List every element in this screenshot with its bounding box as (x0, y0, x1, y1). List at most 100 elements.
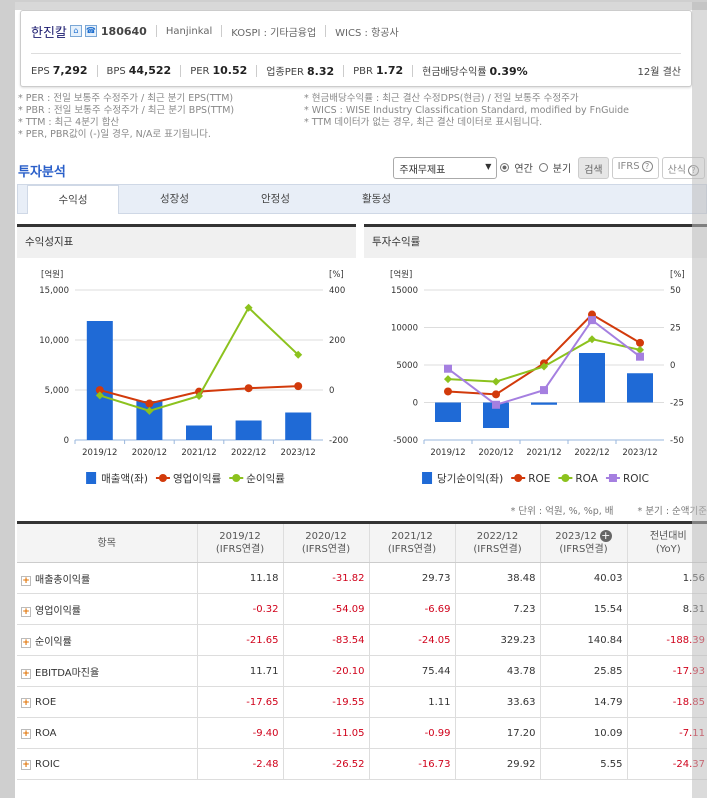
legend-label: ROIC (623, 473, 649, 485)
legend-label: 순이익률 (246, 473, 285, 485)
value-cell: -20.10 (282, 655, 369, 687)
legend-label: ROA (575, 473, 598, 485)
return-chart-panel: 투자수익률 [억원] [%] 15000 10000 5000 0 -5000 50 25 0 -2… (364, 224, 707, 492)
value-cell: -9.40 (196, 717, 283, 749)
annual-radio[interactable] (500, 163, 510, 172)
metric-0: EPS 7,292 (31, 64, 88, 77)
row-label: ROE (35, 696, 57, 708)
value-cell: 38.48 (454, 562, 540, 594)
row-label: 매출총이익률 (35, 574, 91, 586)
top-frame (15, 2, 692, 10)
statement-select[interactable]: 주재무제표 ▼ (393, 156, 498, 179)
header-label: 2020/12 (305, 531, 347, 542)
expand-row-icon[interactable]: + (21, 575, 31, 586)
value-cell: -7.11 (626, 717, 707, 749)
value-cell: 1.56 (626, 562, 707, 594)
data-point (588, 316, 596, 325)
chart-title: 수익성지표 (17, 224, 356, 258)
data-point (444, 387, 452, 396)
fiscal-year-end: 12월 결산 (637, 67, 681, 78)
y2-tick-label: 0 (329, 386, 334, 396)
data-point (636, 338, 644, 347)
value-cell: -16.73 (368, 748, 455, 780)
y2-tick-label: -200 (329, 436, 348, 446)
value-cell: -83.54 (282, 624, 369, 656)
x-tick-label: 2021/12 (526, 448, 561, 458)
value-cell: -21.65 (196, 624, 283, 656)
formula-button[interactable]: 산식? (661, 156, 705, 179)
series-line (447, 313, 641, 396)
table-row: + ROIC -2.48 -26.52 -16.73 29.92 5.55 -24.37 (17, 748, 707, 780)
value-cell: -188.39 (626, 624, 707, 656)
note: * WICS : WISE Industry Classification St… (304, 105, 630, 116)
profitability-table: 항목 2019/12 (IFRS연결) 2020/12 (IFRS연결) 2021/12 (… (17, 521, 707, 780)
table-row: + 순이익률 -21.65 -83.54 -24.05 329.23 140.84 -188.… (17, 624, 707, 656)
metric-label: BPS (106, 66, 126, 77)
metric-value: 44,522 (128, 64, 172, 77)
legend-marker (86, 472, 97, 484)
legend-label: ROE (528, 473, 550, 485)
tab-stability[interactable]: 안정성 (261, 193, 290, 205)
metric-value: 7,292 (52, 64, 88, 77)
metric-5: 현금배당수익률 0.39% (422, 63, 528, 78)
data-point (636, 345, 644, 354)
search-button[interactable]: 검색 (578, 156, 609, 179)
tab-growth[interactable]: 성장성 (160, 193, 189, 205)
formula-label: 산식 (667, 164, 686, 176)
data-point (145, 399, 154, 408)
quarter-radio[interactable] (538, 163, 548, 172)
value-cell: 5.55 (539, 748, 627, 780)
data-point (95, 391, 104, 400)
header-sub: (IFRS연결) (215, 544, 265, 555)
metric-label: PER (190, 66, 210, 77)
profitability-chart: [억원] [%] 15,000 10,000 5,000 0 400 200 0 -200 2019… (39, 269, 348, 485)
value-cell: 25.85 (539, 655, 627, 687)
note: * TTM : 최근 4분기 합산 (18, 117, 120, 128)
expand-row-icon[interactable]: + (21, 606, 31, 617)
value-cell: -24.37 (626, 748, 707, 780)
value-cell: -6.69 (368, 593, 455, 625)
y2-tick-label: -25 (670, 399, 684, 409)
value-cell: -26.52 (282, 748, 369, 780)
phone-icon[interactable]: ☎ (84, 25, 97, 37)
y-tick-label: -5000 (393, 436, 418, 446)
tab-activity[interactable]: 활동성 (362, 193, 391, 205)
data-point (540, 362, 548, 371)
column-header: 2022/12 (IFRS연결) (454, 521, 540, 563)
column-header: 2023/12 + (IFRS연결) (539, 521, 627, 563)
metric-label: 현금배당수익률 (422, 67, 487, 78)
row-label-cell: + 순이익률 (17, 624, 197, 656)
notes: * PER : 전일 보통주 수정주가 / 최근 분기 EPS(TTM) * 현금… (18, 93, 704, 141)
y-tick-label: 10,000 (39, 336, 69, 346)
table-row: + ROA -9.40 -11.05 -0.99 17.20 10.09 -7.11 (17, 717, 707, 749)
data-point (492, 377, 500, 386)
bar (627, 373, 653, 403)
home-icon[interactable]: ⌂ (69, 25, 82, 37)
bar (285, 412, 312, 440)
data-point (492, 390, 500, 399)
value-cell: 140.84 (539, 624, 627, 656)
expand-row-icon[interactable]: + (21, 668, 31, 679)
table-row: + 매출총이익률 11.18 -31.82 29.73 38.48 40.03 1.56 (17, 562, 707, 594)
row-label: ROIC (35, 758, 60, 770)
page: 한진칼 ⌂ ☎ 180640 Hanjinkal KOSPI : 기타금융업 W… (15, 10, 707, 798)
left-axis-unit: [억원] (390, 269, 412, 280)
value-cell: -19.55 (282, 686, 369, 718)
expand-row-icon[interactable]: + (21, 728, 31, 739)
column-header: 2021/12 (IFRS연결) (368, 521, 455, 563)
metric-value: 1.72 (375, 64, 404, 77)
expand-row-icon[interactable]: + (21, 697, 31, 708)
ifrs-button[interactable]: IFRS? (611, 156, 659, 179)
data-point (588, 335, 596, 344)
header-sub: (YoY) (655, 544, 681, 555)
tab-bar: 수익성 성장성 안정성 활동성 (17, 184, 707, 214)
expand-row-icon[interactable]: + (21, 637, 31, 648)
value-cell: 1.11 (368, 686, 455, 718)
header-sub: (IFRS연결) (473, 544, 522, 555)
value-cell: 17.20 (454, 717, 540, 749)
tab-profitability[interactable]: 수익성 (27, 185, 119, 214)
header-label: 2019/12 (219, 531, 261, 542)
expand-row-icon[interactable]: + (21, 759, 31, 770)
note: * 현금배당수익률 : 최근 결산 수정DPS(현금) / 전일 보통주 수정주… (304, 93, 579, 104)
expand-columns-icon[interactable]: + (599, 529, 612, 542)
